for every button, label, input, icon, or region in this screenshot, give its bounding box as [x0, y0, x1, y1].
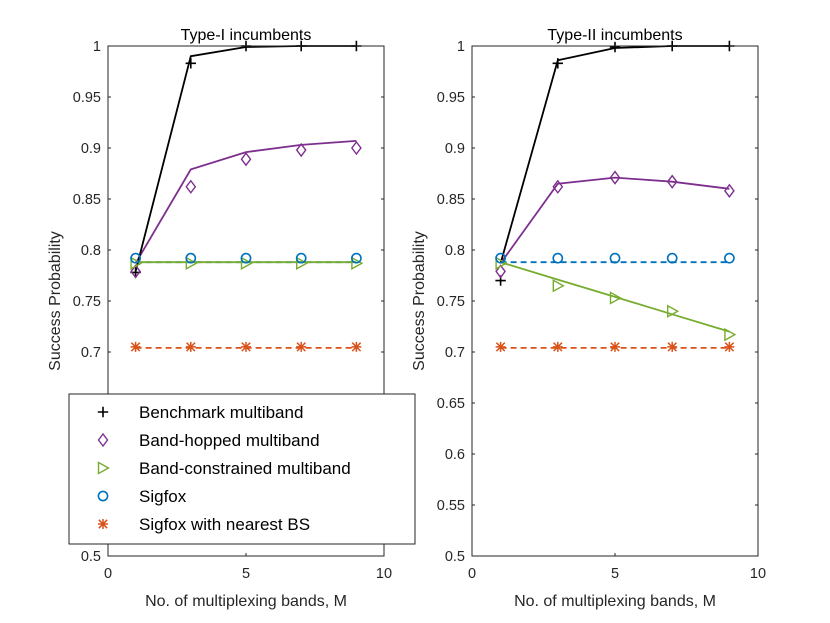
y-axis-label: Success Probability	[47, 231, 64, 371]
axes-box	[471, 45, 759, 557]
data-point-sigfox-with-nearest-bs	[724, 341, 735, 352]
y-tick-label: 0.95	[73, 90, 101, 106]
series-line-band-constrained-multiband	[500, 261, 730, 333]
data-point-sigfox-with-nearest-bs	[241, 341, 251, 352]
axes-box	[107, 45, 385, 557]
data-point-band-hopped-multiband	[130, 264, 141, 279]
legend-label: Sigfox with nearest BS	[139, 515, 310, 534]
data-point-benchmark-multiband	[552, 58, 563, 69]
data-point-sigfox-with-nearest-bs	[351, 341, 362, 352]
data-point-band-constrained-multiband	[130, 256, 143, 270]
data-point-band-constrained-multiband	[667, 304, 680, 318]
y-tick-label: 0.9	[81, 141, 101, 157]
y-tick-label: 0.7	[445, 345, 465, 361]
data-point-band-hopped-multiband	[724, 183, 735, 199]
data-point-band-hopped-multiband	[609, 170, 621, 185]
data-point-sigfox	[495, 252, 506, 264]
y-tick-label: 1	[93, 39, 101, 55]
x-axis-label: No. of multiplexing bands, M	[145, 593, 347, 610]
data-point-sigfox	[724, 252, 735, 264]
data-point-sigfox-with-nearest-bs	[296, 341, 307, 352]
y-tick-label: 0.7	[81, 345, 101, 361]
x-tick-label: 10	[376, 566, 392, 582]
data-point-band-constrained-multiband	[351, 256, 364, 270]
y-axis-label: Success Probability	[411, 231, 428, 371]
data-point-band-constrained-multiband	[609, 291, 622, 305]
data-point-sigfox-with-nearest-bs	[495, 341, 506, 352]
y-tick-label: 0.95	[437, 90, 465, 106]
y-tick-label: 1	[457, 39, 465, 55]
data-point-sigfox-with-nearest-bs	[667, 341, 678, 352]
chart-title: Type-II incumbents	[547, 27, 682, 44]
data-point-sigfox	[666, 252, 678, 264]
legend-box	[68, 393, 416, 545]
y-tick-label: 0.8	[81, 243, 101, 259]
data-point-band-constrained-multiband	[724, 327, 737, 342]
legend-label: Band-constrained multiband	[139, 459, 351, 478]
data-point-band-hopped-multiband	[240, 152, 252, 167]
y-tick-label: 0.6	[445, 447, 465, 463]
data-point-band-hopped-multiband	[295, 142, 307, 158]
x-tick-label: 0	[104, 566, 112, 582]
legend-marker-sigfox-with-nearest-bs	[98, 519, 108, 529]
data-point-sigfox	[552, 252, 564, 264]
y-tick-label: 0.75	[73, 294, 101, 310]
y-tick-label: 0.5	[445, 549, 465, 565]
x-tick-label: 10	[750, 566, 766, 582]
y-tick-label: 0.5	[81, 549, 101, 565]
y-tick-label: 0.85	[437, 192, 465, 208]
data-point-sigfox-with-nearest-bs	[552, 341, 563, 352]
y-tick-label: 0.9	[445, 141, 465, 157]
data-point-band-hopped-multiband	[351, 140, 362, 156]
legend-label: Band-hopped multiband	[139, 431, 320, 450]
legend-marker-band-constrained-multiband	[97, 461, 110, 475]
data-point-band-constrained-multiband	[185, 256, 198, 270]
data-point-sigfox	[609, 252, 621, 264]
data-point-sigfox	[130, 252, 141, 264]
data-point-sigfox	[350, 252, 362, 264]
data-point-benchmark-multiband	[185, 58, 196, 69]
y-tick-label: 0.85	[73, 192, 101, 208]
data-point-sigfox	[185, 252, 197, 264]
chart-title: Type-I incumbents	[181, 27, 312, 44]
data-point-sigfox	[240, 252, 252, 264]
y-tick-label: 0.65	[437, 396, 465, 412]
y-tick-label: 0.55	[437, 498, 465, 514]
data-point-band-hopped-multiband	[552, 179, 564, 194]
data-point-band-constrained-multiband	[240, 256, 253, 270]
data-point-band-constrained-multiband	[495, 256, 508, 270]
legend: Benchmark multiband Band-hopped multiband…	[68, 393, 416, 545]
data-point-sigfox-with-nearest-bs	[185, 341, 196, 352]
x-tick-label: 0	[468, 566, 476, 582]
data-point-band-constrained-multiband	[296, 256, 309, 270]
y-tick-label: 0.8	[445, 243, 465, 259]
data-point-sigfox	[295, 252, 307, 264]
legend-label: Benchmark multiband	[139, 403, 303, 422]
legend-marker-benchmark-multiband	[97, 406, 109, 418]
legend-marker-band-hopped-multiband	[97, 432, 109, 448]
y-tick-label: 0.75	[437, 294, 465, 310]
x-tick-label: 5	[242, 566, 250, 582]
data-point-band-hopped-multiband	[666, 174, 678, 189]
data-point-benchmark-multiband	[609, 41, 621, 53]
x-axis-label: No. of multiplexing bands, M	[514, 593, 716, 610]
data-point-sigfox-with-nearest-bs	[610, 341, 620, 352]
data-point-sigfox-with-nearest-bs	[130, 341, 141, 352]
legend-label: Sigfox	[139, 487, 187, 506]
series-line-band-hopped-multiband	[499, 176, 730, 264]
legend-marker-sigfox	[97, 490, 109, 502]
data-point-band-constrained-multiband	[552, 279, 565, 293]
data-point-band-hopped-multiband	[495, 264, 506, 279]
data-point-band-hopped-multiband	[185, 179, 197, 194]
x-tick-label: 5	[611, 566, 619, 582]
